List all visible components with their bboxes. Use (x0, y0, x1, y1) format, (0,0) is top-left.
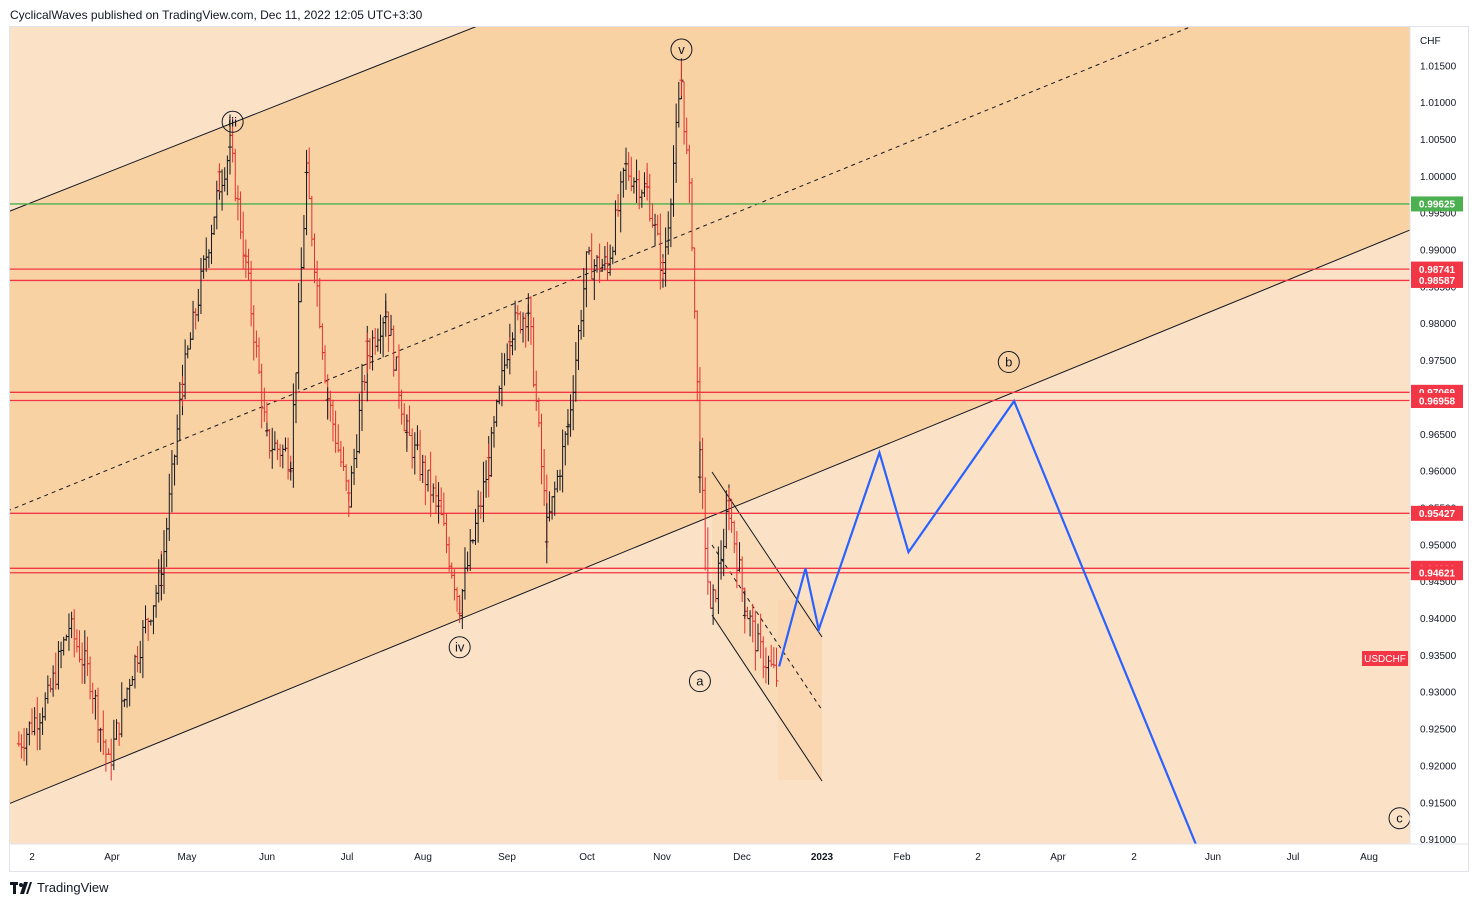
time-axis: 2 Apr May Jun Jul Aug Sep Oct Nov Dec 2023 Feb 2 Apr 2… (10, 843, 1468, 863)
projection-path (778, 398, 1197, 844)
channel-upper-line (10, 27, 477, 212)
price-level-badge-text: 0.98587 (1419, 276, 1456, 287)
price-level-badge (1411, 565, 1463, 581)
x-tick-label: 2 (29, 852, 35, 863)
chart-frame (9, 26, 1469, 872)
wave-label-iv: iv (448, 636, 471, 659)
x-tick-label: Dec (733, 852, 751, 863)
y-tick-label: 0.93000 (1420, 688, 1457, 699)
y-tick-label: 1.00500 (1420, 135, 1457, 146)
x-tick-label: 2 (1131, 852, 1137, 863)
price-level-badge (1411, 392, 1463, 408)
price-bars (16, 58, 779, 781)
x-tick-label: Apr (1050, 852, 1066, 863)
wave-label-text: v (678, 42, 685, 57)
small-channel-lower (711, 614, 823, 782)
x-tick-label: Aug (1360, 852, 1378, 863)
y-tick-label: 0.92000 (1420, 761, 1457, 772)
wave-label-iii: iii (221, 110, 244, 133)
price-level-badge (1411, 505, 1463, 521)
wave-label-text: iii (228, 114, 237, 129)
x-tick-label: Sep (498, 852, 516, 863)
y-tick-label: 0.92500 (1420, 725, 1457, 736)
y-tick-label: 0.94000 (1420, 614, 1457, 625)
x-tick-label: Apr (104, 852, 120, 863)
y-tick-label: 0.99000 (1420, 246, 1457, 257)
wave-label-text: a (696, 674, 704, 689)
x-tick-label: Jun (1205, 852, 1221, 863)
x-tick-label: 2 (975, 852, 981, 863)
wave-label-b: b (997, 351, 1020, 374)
projection-zone (778, 600, 822, 780)
x-tick-label: Oct (579, 852, 595, 863)
publisher-caption: CyclicalWaves published on TradingView.c… (10, 8, 423, 22)
chart-overlay: iii v iv a b c CHF 1.01500 1.01000 1.00500 1.00000… (10, 27, 1468, 863)
y-tick-label: 0.96500 (1420, 430, 1457, 441)
upper-right-zone (475, 27, 1410, 392)
price-level-badge (1411, 196, 1463, 212)
x-tick-label: Jul (341, 852, 354, 863)
y-tick-label: 0.96000 (1420, 467, 1457, 478)
wave-label-circle (670, 38, 693, 61)
wave-label-circle (997, 351, 1020, 374)
x-tick-label: Feb (893, 852, 911, 863)
y-tick-label: 1.01500 (1420, 61, 1457, 72)
price-axis: CHF1.015001.010001.005001.000000.995000.… (1409, 27, 1463, 846)
wave-label-circle (448, 636, 471, 659)
wave-label-text: iv (455, 640, 465, 655)
x-tick-label: Nov (653, 852, 671, 863)
wave-label-circle (688, 670, 711, 693)
wave-label-text: b (1005, 355, 1012, 370)
wave-label-text: c (1396, 811, 1403, 826)
y-tick-label: 0.94500 (1420, 577, 1457, 588)
y-tick-label: 0.98000 (1420, 319, 1457, 330)
wave-label-v: v (670, 38, 693, 61)
wave-label-circle (221, 110, 244, 133)
price-level-badge-text: 0.94621 (1419, 569, 1456, 580)
axis-currency-label: CHF (1420, 36, 1441, 47)
y-tick-label: 0.97500 (1420, 356, 1457, 367)
x-tick-label: Aug (414, 852, 432, 863)
price-level-badge (1411, 272, 1463, 288)
channel-median-line (10, 27, 1192, 511)
y-tick-label: 1.00000 (1420, 172, 1457, 183)
tradingview-brand-label: TradingView (37, 880, 109, 895)
symbol-badge-text: USDCHF (1364, 654, 1406, 665)
price-level-badge-text: 0.96958 (1419, 396, 1456, 407)
price-level-badge-text: 0.95427 (1419, 509, 1456, 520)
price-level-badge-text: 0.98741 (1419, 265, 1456, 276)
x-tick-label: May (178, 852, 197, 863)
y-tick-label: 0.91500 (1420, 798, 1457, 809)
y-tick-label: 0.95000 (1420, 540, 1457, 551)
y-tick-label: 0.99500 (1420, 209, 1457, 220)
price-level-badge (1411, 261, 1463, 277)
tradingview-footer[interactable]: TradingView (10, 880, 109, 895)
wave-label-a: a (688, 670, 711, 693)
x-tick-label: 2023 (811, 852, 834, 863)
price-level-badge-text: 0.99625 (1419, 200, 1456, 211)
y-tick-label: 0.93500 (1420, 651, 1457, 662)
x-tick-label: Jun (259, 852, 275, 863)
symbol-badge (1362, 651, 1408, 666)
y-tick-label: 1.01000 (1420, 98, 1457, 109)
channel-lower-line (10, 229, 1410, 804)
small-channel-upper (711, 471, 823, 638)
x-tick-label: Jul (1287, 852, 1300, 863)
tradingview-logo-icon (10, 881, 32, 894)
y-tick-label: 0.91000 (1420, 835, 1457, 846)
